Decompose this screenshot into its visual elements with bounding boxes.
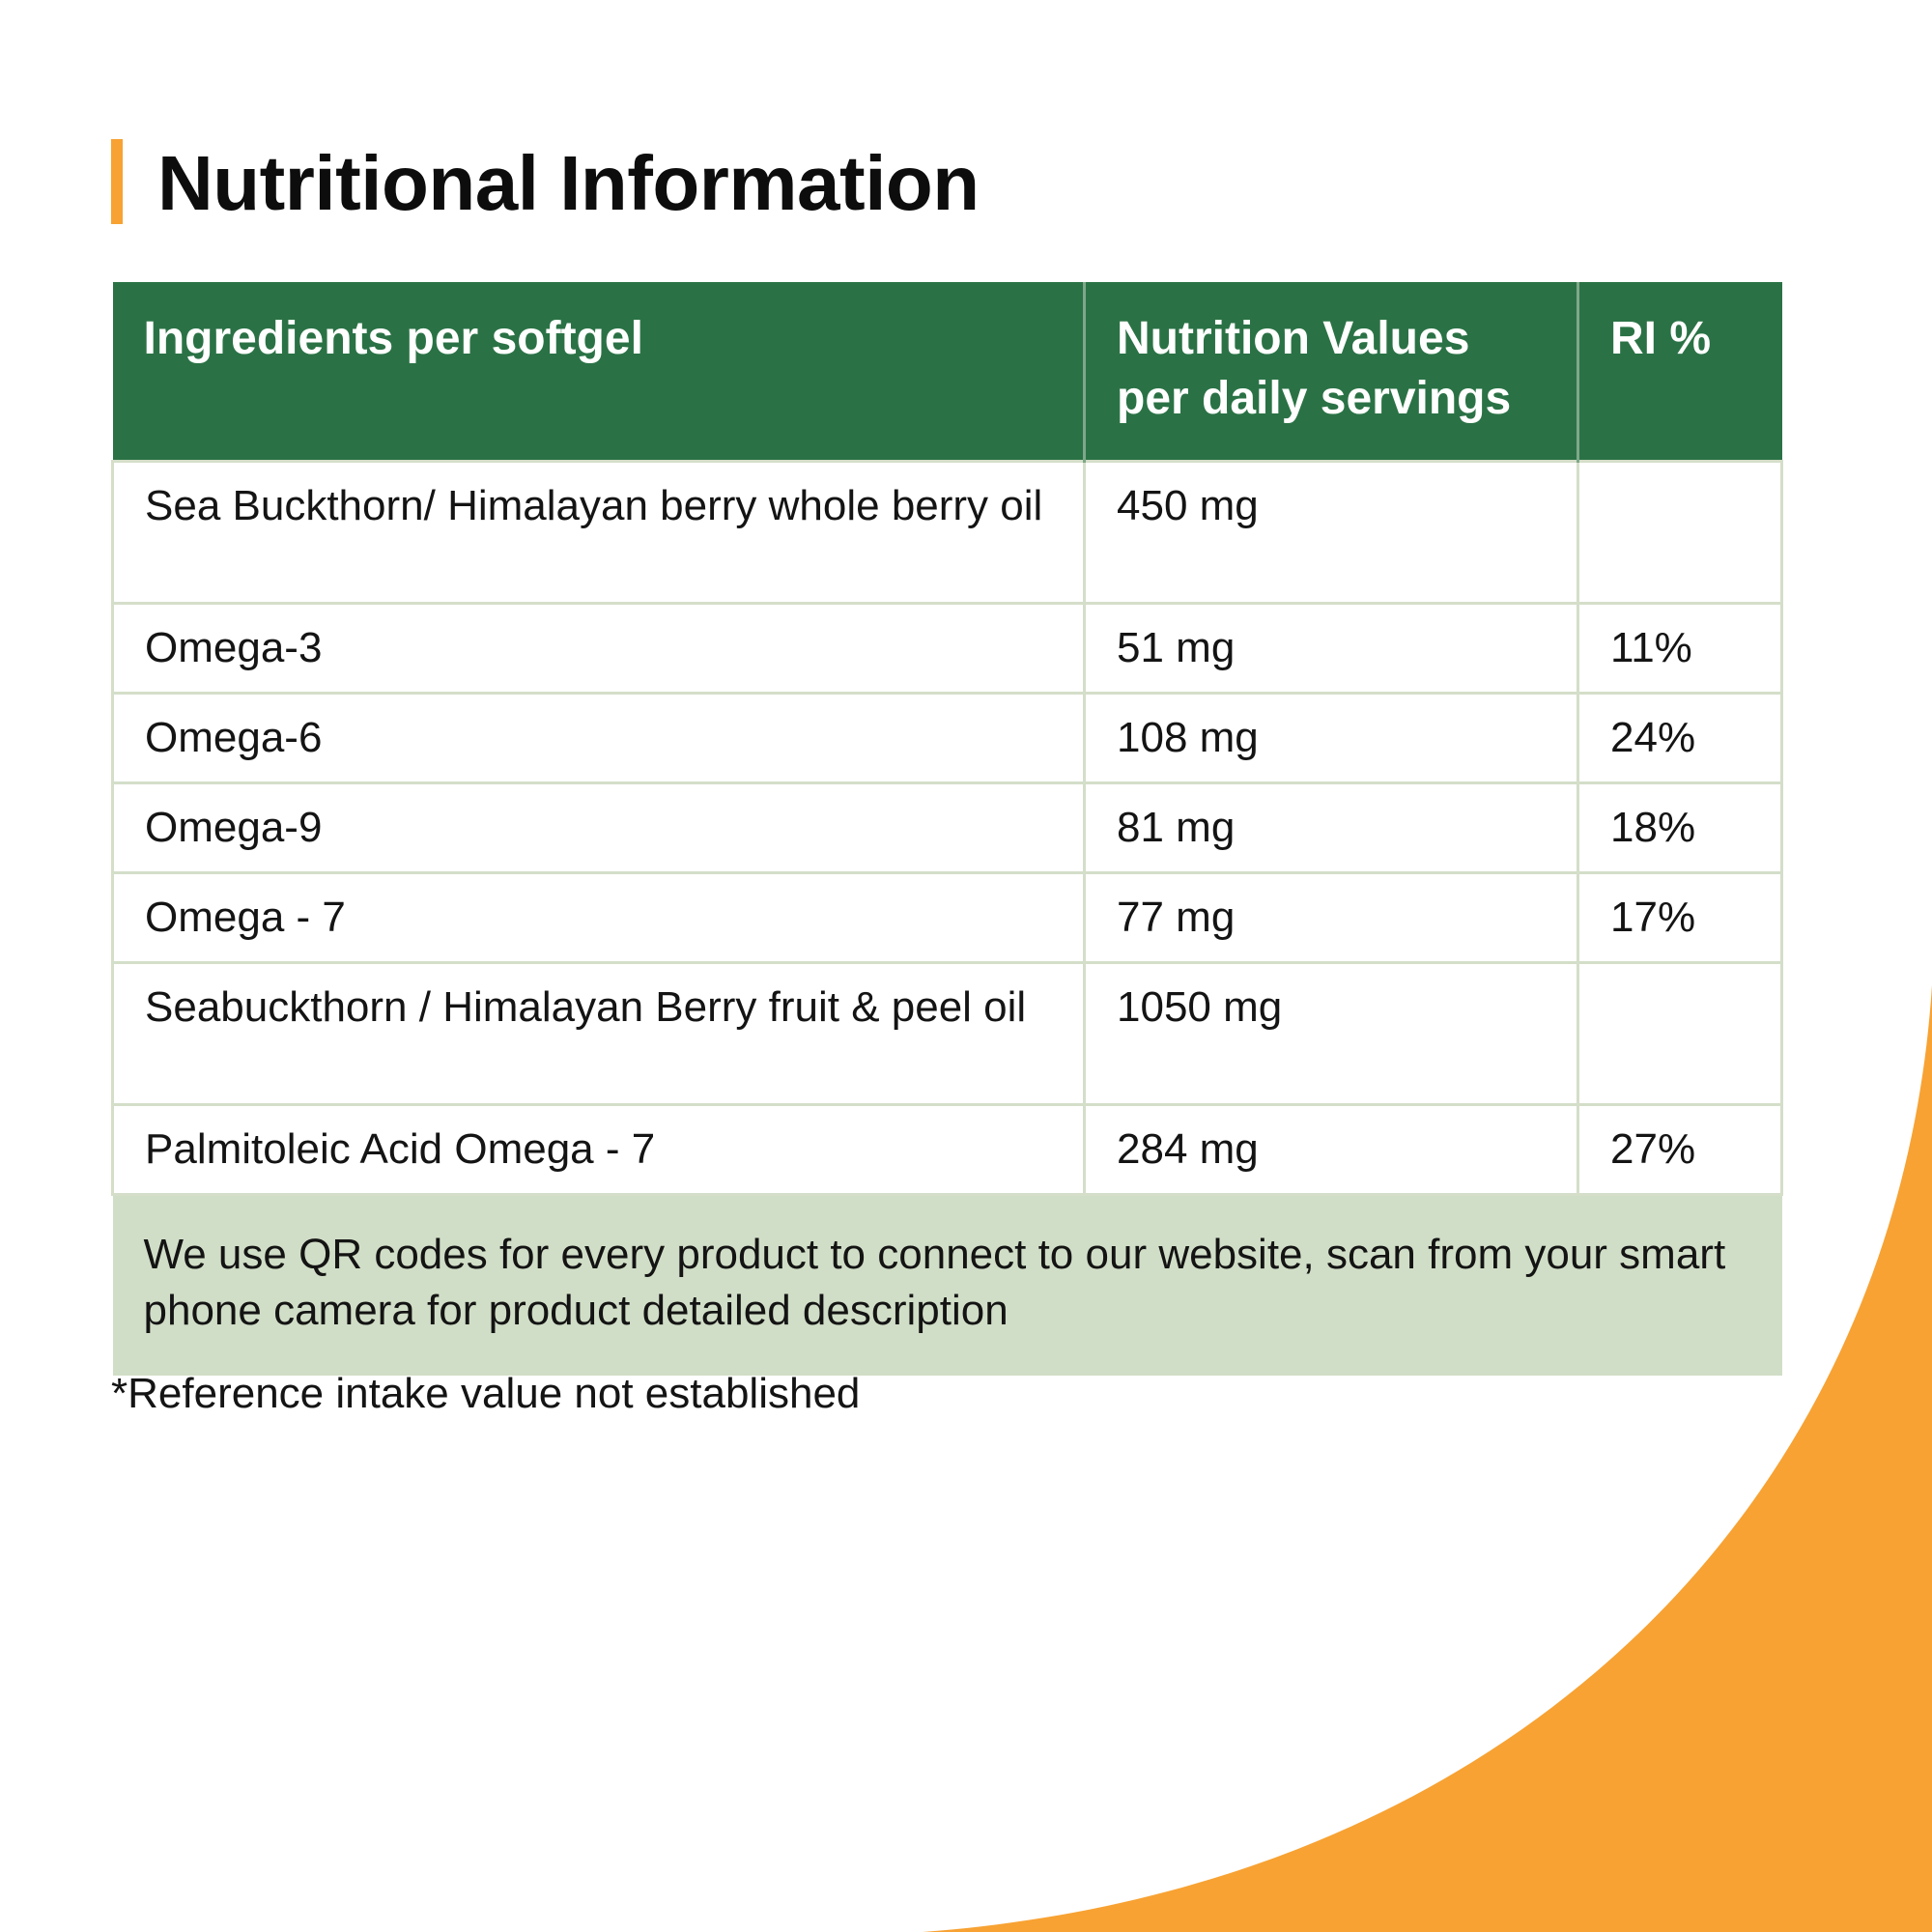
orange-swoosh-shape <box>923 985 1932 1932</box>
value-cell: 51 mg <box>1083 602 1579 695</box>
header-nutrition-values: Nutrition Values per daily servings <box>1083 282 1578 462</box>
title-accent-bar <box>111 139 123 224</box>
ri-cell: 11% <box>1577 602 1783 695</box>
table-row: Omega - 7 77 mg 17% <box>111 871 1783 964</box>
ri-cell: 18% <box>1577 781 1783 874</box>
value-cell: 77 mg <box>1083 871 1579 964</box>
value-cell: 284 mg <box>1083 1103 1579 1196</box>
ri-cell: 17% <box>1577 871 1783 964</box>
value-cell: 81 mg <box>1083 781 1579 874</box>
ri-cell <box>1577 961 1783 1106</box>
ri-cell: 27% <box>1577 1103 1783 1196</box>
ri-cell <box>1577 460 1783 605</box>
ingredient-cell: Omega - 7 <box>111 871 1086 964</box>
ingredient-cell: Omega-6 <box>111 692 1086 784</box>
nutrition-table: Ingredients per softgel Nutrition Values… <box>111 282 1783 1376</box>
ingredient-cell: Palmitoleic Acid Omega - 7 <box>111 1103 1086 1196</box>
table-header-row: Ingredients per softgel Nutrition Values… <box>112 282 1782 462</box>
value-cell: 1050 mg <box>1083 961 1579 1106</box>
table-row: Omega-9 81 mg 18% <box>111 781 1783 874</box>
qr-note-row: We use QR codes for every product to con… <box>112 1194 1782 1376</box>
table-row: Omega-3 51 mg 11% <box>111 602 1783 695</box>
table-row: Seabuckthorn / Himalayan Berry fruit & p… <box>111 961 1783 1106</box>
ingredient-cell: Sea Buckthorn/ Himalayan berry whole ber… <box>111 460 1086 605</box>
table-row: Palmitoleic Acid Omega - 7 284 mg 27% <box>111 1103 1783 1196</box>
ingredient-cell: Omega-3 <box>111 602 1086 695</box>
reference-intake-footnote: *Reference intake value not established <box>111 1370 861 1417</box>
header-ri-percent: RI % <box>1577 282 1782 462</box>
table-row: Omega-6 108 mg 24% <box>111 692 1783 784</box>
value-cell: 108 mg <box>1083 692 1579 784</box>
ingredient-cell: Omega-9 <box>111 781 1086 874</box>
header-ingredients: Ingredients per softgel <box>112 282 1085 462</box>
ingredient-cell: Seabuckthorn / Himalayan Berry fruit & p… <box>111 961 1086 1106</box>
page-title: Nutritional Information <box>157 140 980 226</box>
ri-cell: 24% <box>1577 692 1783 784</box>
qr-note-text: We use QR codes for every product to con… <box>112 1194 1782 1376</box>
value-cell: 450 mg <box>1083 460 1579 605</box>
nutrition-table-container: Ingredients per softgel Nutrition Values… <box>111 282 1783 1376</box>
table-row: Sea Buckthorn/ Himalayan berry whole ber… <box>111 460 1783 605</box>
